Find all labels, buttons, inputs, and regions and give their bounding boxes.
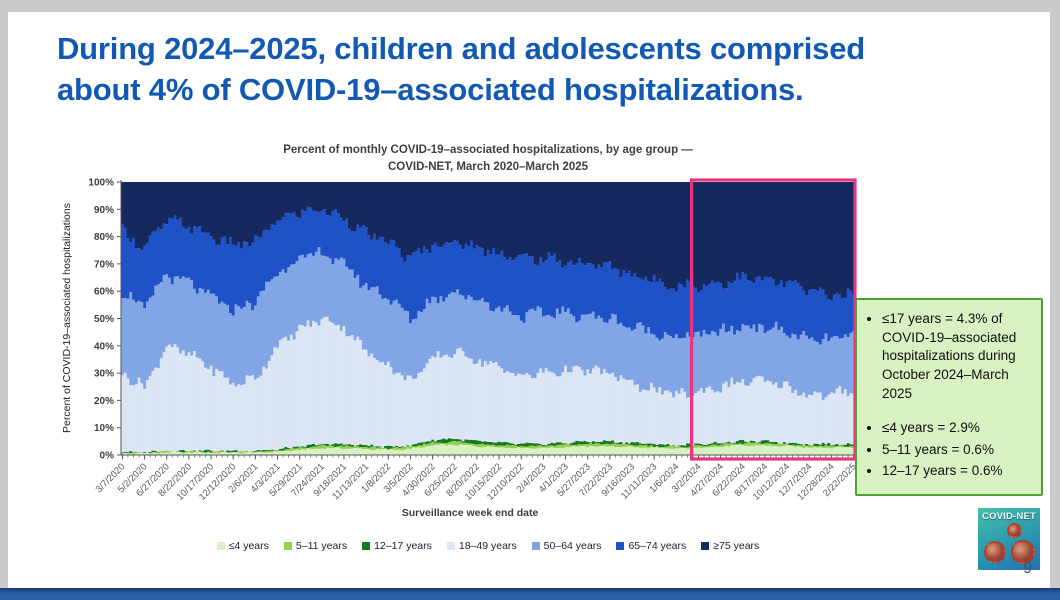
legend-label: ≤4 years bbox=[228, 540, 269, 552]
legend-item: 18–49 years bbox=[446, 540, 517, 552]
legend-swatch-icon bbox=[362, 542, 371, 550]
chart-title-line1: Percent of monthly COVID-19–associated h… bbox=[283, 144, 693, 156]
legend-item: 5–11 years bbox=[283, 540, 348, 552]
svg-text:70%: 70% bbox=[94, 259, 114, 270]
svg-text:10%: 10% bbox=[94, 423, 114, 434]
chart-title: Percent of monthly COVID-19–associated h… bbox=[88, 142, 888, 175]
page-number: 9 bbox=[1023, 560, 1032, 577]
legend-item: 12–17 years bbox=[362, 540, 432, 552]
callout-item-le4: ≤4 years = 2.9% bbox=[882, 419, 1033, 438]
legend-item: 50–64 years bbox=[531, 540, 602, 552]
legend-item: ≤4 years bbox=[216, 540, 269, 552]
chart-legend: ≤4 years 5–11 years 12–17 years 18–49 years… bbox=[108, 540, 868, 552]
callout-list: ≤17 years = 4.3% of COVID-19–associated … bbox=[865, 310, 1033, 481]
svg-text:30%: 30% bbox=[94, 369, 114, 380]
covid-net-logo-label: COVID-NET bbox=[981, 511, 1037, 522]
svg-text:40%: 40% bbox=[94, 341, 114, 352]
legend-label: 65–74 years bbox=[628, 540, 687, 552]
legend-label: ≥75 years bbox=[713, 540, 760, 552]
legend-label: 50–64 years bbox=[543, 540, 602, 552]
legend-swatch-icon bbox=[216, 542, 225, 550]
legend-label: 5–11 years bbox=[295, 540, 348, 552]
chart-title-line2: COVID-NET, March 2020–March 2025 bbox=[387, 160, 589, 173]
stacked-area-chart: 0%10%20%30%40%50%60%70%80%90%100%3/7/202… bbox=[61, 178, 859, 520]
legend-swatch-icon bbox=[616, 542, 625, 550]
legend-label: 18–49 years bbox=[458, 540, 517, 552]
svg-text:50%: 50% bbox=[94, 314, 114, 325]
legend-swatch-icon bbox=[283, 542, 292, 550]
legend-swatch-icon bbox=[701, 542, 710, 550]
callout-item-total: ≤17 years = 4.3% of COVID-19–associated … bbox=[882, 310, 1033, 403]
slide-title: During 2024–2025, children and adolescen… bbox=[57, 28, 1007, 110]
svg-text:60%: 60% bbox=[94, 287, 114, 298]
callout-item-12-17: 12–17 years = 0.6% bbox=[882, 462, 1033, 481]
footer-bar bbox=[0, 588, 1060, 600]
legend-item: ≥75 years bbox=[701, 540, 759, 552]
svg-text:80%: 80% bbox=[94, 232, 114, 243]
svg-text:0%: 0% bbox=[100, 451, 115, 462]
legend-swatch-icon bbox=[446, 542, 455, 550]
svg-text:90%: 90% bbox=[94, 205, 114, 216]
virus-icon bbox=[1007, 523, 1022, 538]
legend-item: 65–74 years bbox=[616, 540, 686, 552]
slide: During 2024–2025, children and adolescen… bbox=[8, 12, 1050, 588]
svg-text:Percent of COVID-19–associated: Percent of COVID-19–associated hospitali… bbox=[61, 203, 73, 433]
legend-swatch-icon bbox=[531, 542, 540, 550]
legend-label: 12–17 years bbox=[374, 540, 432, 552]
covid-net-logo: COVID-NET bbox=[978, 508, 1040, 570]
slide-title-line1: During 2024–2025, children and adolescen… bbox=[57, 31, 865, 66]
callout-item-5-11: 5–11 years = 0.6% bbox=[882, 441, 1033, 460]
callout-box: ≤17 years = 4.3% of COVID-19–associated … bbox=[855, 298, 1043, 496]
svg-text:100%: 100% bbox=[88, 178, 114, 189]
svg-text:20%: 20% bbox=[94, 396, 114, 407]
virus-icon bbox=[1011, 540, 1035, 564]
svg-text:Surveillance week end date: Surveillance week end date bbox=[402, 507, 539, 519]
slide-title-line2: about 4% of COVID-19–associated hospital… bbox=[57, 72, 804, 108]
virus-icon bbox=[984, 541, 1006, 563]
